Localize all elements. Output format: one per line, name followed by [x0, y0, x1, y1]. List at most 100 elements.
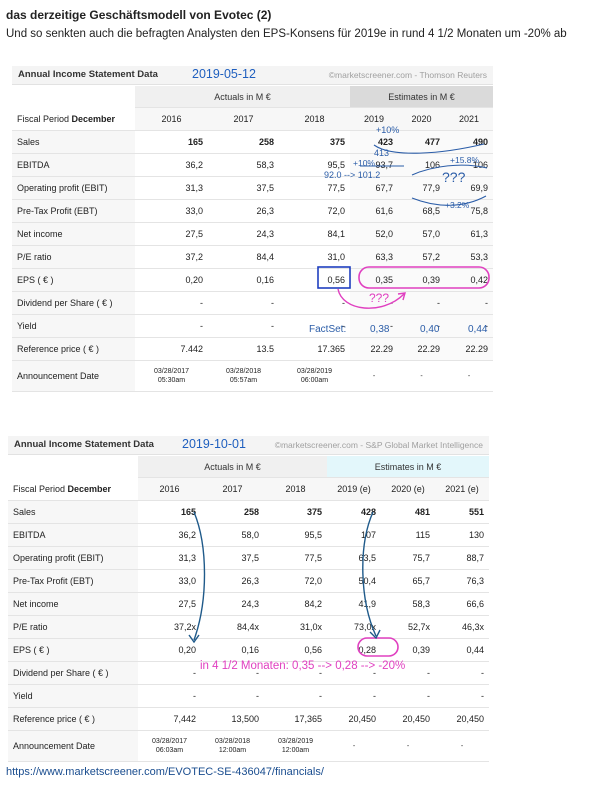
cell-value: 31,3	[135, 176, 208, 200]
year-3: 2019 (e)	[327, 477, 381, 501]
announcement-cell: -	[398, 360, 445, 392]
cell-value: 0,20	[135, 268, 208, 292]
year-header-row: Fiscal Period December 2016 2017 2018 2019 20…	[12, 107, 493, 131]
panel-date: 2019-10-01	[182, 437, 246, 451]
announcement-cell: 03/28/2017 05:30am	[135, 360, 208, 392]
panel-title: Annual Income Statement Data	[14, 439, 154, 450]
row-label: Net income	[12, 222, 135, 246]
cell-value: 107	[327, 523, 381, 547]
fiscal-period-label: Fiscal Period December	[8, 477, 138, 501]
announcement-time: 12:00am	[218, 747, 247, 754]
cell-value: 75,7	[381, 546, 435, 570]
announcement-time: 06:00am	[300, 377, 329, 384]
cell-value: -	[350, 314, 398, 338]
table-row: Pre-Tax Profit (EBT) 33,0 26,3 72,0 50,4 65,7…	[8, 569, 489, 593]
factset-label: FactSet:	[309, 324, 347, 335]
row-label: Dividend per Share ( € )	[8, 661, 138, 685]
announcement-cell: -	[327, 730, 381, 762]
cell-value: -	[208, 314, 279, 338]
cell-value: 41,9	[327, 592, 381, 616]
cell-value: 88,7	[435, 546, 489, 570]
corner-cell	[12, 86, 135, 108]
cell-value: -	[138, 684, 201, 708]
announcement-date: -	[406, 742, 410, 750]
income-table: Actuals in M € Estimates in M € Fiscal Per…	[8, 456, 489, 762]
cell-value: 17.365	[279, 337, 350, 361]
cell-value: 33,0	[138, 569, 201, 593]
cell-value: 0,39	[381, 638, 435, 662]
income-table: Actuals in M € Estimates in M € Fiscal Per…	[12, 86, 493, 392]
cell-value: 428	[327, 500, 381, 524]
announcement-date: -	[372, 372, 376, 380]
cell-value: 7.442	[135, 337, 208, 361]
group-header-row: Actuals in M € Estimates in M €	[12, 86, 493, 108]
cell-value: 26,3	[201, 569, 264, 593]
cell-value: -	[135, 314, 208, 338]
cell-value: 490	[445, 130, 493, 154]
row-label: Pre-Tax Profit (EBT)	[12, 199, 135, 223]
panel-title-bar: Annual Income Statement Data 2019-10-01 …	[8, 436, 489, 455]
cell-value: 58,3	[381, 592, 435, 616]
cell-value: 130	[435, 523, 489, 547]
year-4: 2020 (e)	[381, 477, 435, 501]
announcement-date: 03/28/2017	[151, 738, 188, 745]
row-label: Sales	[12, 130, 135, 154]
announcement-cell: -	[445, 360, 493, 392]
year-5: 2021	[445, 107, 493, 131]
row-label: Yield	[8, 684, 138, 708]
cell-value: 26,3	[208, 199, 279, 223]
announcement-cell: 03/28/2018 12:00am	[201, 730, 264, 762]
cell-value: 165	[135, 130, 208, 154]
year-2: 2018	[279, 107, 350, 131]
row-label: P/E ratio	[8, 615, 138, 639]
corner-cell	[8, 456, 138, 478]
cell-value: -	[381, 684, 435, 708]
row-label: Reference price ( € )	[8, 707, 138, 731]
table-row: Sales 165 258 375 423 477 490	[12, 130, 493, 154]
cell-value: 53,3	[445, 245, 493, 269]
cell-value: 20,450	[435, 707, 489, 731]
cell-value: 58,0	[201, 523, 264, 547]
row-label: Announcement Date	[8, 730, 138, 762]
fiscal-month: December	[67, 483, 112, 494]
row-label: EBITDA	[8, 523, 138, 547]
table-row: EPS ( € ) 0,20 0,16 0,56 0,35 0,39 0,42	[12, 268, 493, 292]
source-link[interactable]: https://www.marketscreener.com/EVOTEC-SE…	[6, 766, 324, 778]
eps-change-note: in 4 1/2 Monaten: 0,35 --> 0,28 --> -20%	[200, 660, 406, 672]
cell-value: 375	[264, 500, 327, 524]
cell-value: 37,2x	[138, 615, 201, 639]
cell-value: 95,5	[264, 523, 327, 547]
estimates-header: Estimates in M €	[350, 86, 493, 108]
cell-value: 0,39	[398, 268, 445, 292]
table-row: P/E ratio 37,2 84,4 31,0 63,3 57,2 53,3	[12, 245, 493, 269]
cell-value: 77,5	[264, 546, 327, 570]
cell-value: 0,16	[208, 268, 279, 292]
cell-value: -	[201, 684, 264, 708]
cell-value: 0,44	[435, 638, 489, 662]
panel-2019-10: Annual Income Statement Data 2019-10-01 …	[8, 436, 489, 762]
cell-value: -	[264, 661, 327, 685]
announcement-cell: -	[435, 730, 489, 762]
announcement-time: 12:00am	[281, 747, 310, 754]
cell-value: 57,0	[398, 222, 445, 246]
table-row: Yield - - - - - -	[8, 684, 489, 708]
cell-value: 84,1	[279, 222, 350, 246]
panel-title-bar: Annual Income Statement Data 2019-05-12 …	[12, 66, 493, 85]
actuals-header: Actuals in M €	[138, 456, 327, 478]
table-row: P/E ratio 37,2x 84,4x 31,0x 73,0x 52,7x 46,3x	[8, 615, 489, 639]
cell-value: 73,0x	[327, 615, 381, 639]
fiscal-month: December	[71, 113, 116, 124]
cell-value: 165	[138, 500, 201, 524]
announcement-cell: 03/28/2018 05:57am	[208, 360, 279, 392]
table-row: Reference price ( € ) 7,442 13,500 17,365 20…	[8, 707, 489, 731]
cell-value: -	[435, 661, 489, 685]
cell-value: 93,7	[350, 153, 398, 177]
cell-value: 0,28	[327, 638, 381, 662]
year-5: 2021 (e)	[435, 477, 489, 501]
cell-value: 68,5	[398, 199, 445, 223]
announcement-row: Announcement Date 03/28/2017 05:30am 03/28/…	[12, 360, 493, 392]
announcement-date: 03/28/2019	[277, 738, 314, 745]
announcement-cell: 03/28/2019 12:00am	[264, 730, 327, 762]
cell-value: 22.29	[350, 337, 398, 361]
actuals-header: Actuals in M €	[135, 86, 350, 108]
